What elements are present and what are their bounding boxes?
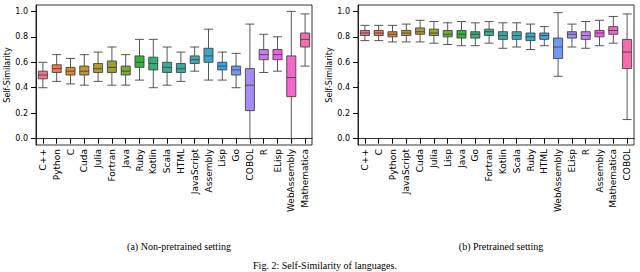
svg-text:1.0: 1.0 (15, 7, 28, 16)
svg-text:JavaScript: JavaScript (401, 149, 411, 196)
svg-text:Java: Java (457, 149, 467, 169)
svg-text:Fig. 2: Self-Similarity of lan: Fig. 2: Self-Similarity of languages. (253, 260, 397, 271)
svg-text:Scala: Scala (512, 149, 522, 173)
svg-text:0.4: 0.4 (337, 83, 350, 92)
svg-text:WebAssembly: WebAssembly (553, 148, 563, 212)
svg-text:Kotlin: Kotlin (148, 149, 158, 174)
svg-text:1.0: 1.0 (337, 7, 350, 16)
svg-text:Fortran: Fortran (484, 149, 494, 182)
svg-text:C++: C++ (360, 149, 370, 170)
svg-text:WebAssembly: WebAssembly (286, 148, 296, 212)
svg-text:Assembly: Assembly (595, 148, 605, 192)
svg-text:Python: Python (388, 149, 398, 180)
svg-text:COBOL: COBOL (622, 149, 632, 180)
svg-text:Julia: Julia (93, 149, 103, 169)
svg-text:Mathematica: Mathematica (608, 149, 618, 208)
svg-text:Self-Similarity: Self-Similarity (325, 47, 334, 103)
svg-text:Go: Go (231, 149, 241, 162)
svg-text:HTML: HTML (176, 149, 186, 174)
svg-text:Julia: Julia (429, 149, 439, 169)
svg-text:R: R (259, 149, 269, 155)
svg-text:Lisp: Lisp (217, 149, 227, 167)
svg-text:Python: Python (52, 149, 62, 180)
svg-text:0.6: 0.6 (15, 58, 28, 67)
svg-text:ELisp: ELisp (567, 149, 577, 173)
svg-text:Cuda: Cuda (415, 149, 425, 172)
svg-text:Mathematica: Mathematica (300, 149, 310, 208)
svg-text:C: C (66, 149, 76, 155)
svg-text:Ruby: Ruby (526, 148, 536, 171)
svg-text:(b) Pretrained setting: (b) Pretrained setting (459, 241, 543, 253)
svg-text:C++: C++ (38, 149, 48, 170)
svg-text:0.0: 0.0 (337, 134, 350, 143)
svg-text:Fortran: Fortran (107, 149, 117, 182)
svg-text:Scala: Scala (162, 149, 172, 173)
svg-text:C: C (374, 149, 384, 155)
svg-text:0.6: 0.6 (337, 58, 350, 67)
svg-text:Self-Similarity: Self-Similarity (3, 47, 12, 103)
svg-text:JavaScript: JavaScript (190, 149, 200, 196)
svg-text:COBOL: COBOL (245, 149, 255, 180)
svg-text:Lisp: Lisp (443, 149, 453, 167)
svg-text:0.4: 0.4 (15, 83, 28, 92)
svg-text:0.8: 0.8 (15, 32, 28, 41)
svg-text:(a) Non-pretrained setting: (a) Non-pretrained setting (127, 241, 231, 253)
svg-text:Ruby: Ruby (135, 148, 145, 171)
svg-text:ELisp: ELisp (273, 149, 283, 173)
svg-text:0.0: 0.0 (15, 134, 28, 143)
svg-text:Java: Java (121, 149, 131, 169)
svg-text:Kotlin: Kotlin (498, 149, 508, 174)
svg-text:0.2: 0.2 (15, 109, 28, 118)
svg-text:Assembly: Assembly (204, 148, 214, 192)
svg-text:Go: Go (470, 149, 480, 162)
svg-text:0.8: 0.8 (337, 32, 350, 41)
svg-text:R: R (581, 149, 591, 155)
svg-text:0.2: 0.2 (337, 109, 350, 118)
svg-text:HTML: HTML (539, 149, 549, 174)
svg-text:Cuda: Cuda (79, 149, 89, 172)
